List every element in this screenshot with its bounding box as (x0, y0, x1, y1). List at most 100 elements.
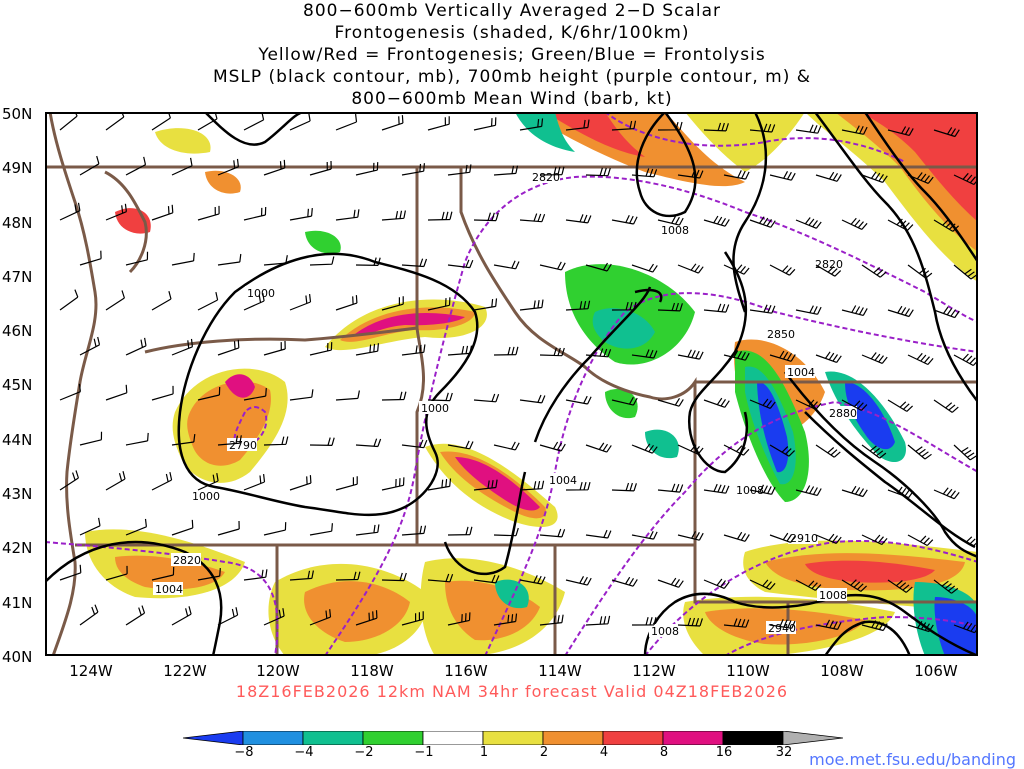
wind-barb (887, 486, 914, 499)
lon-label-108w: 108W (820, 662, 864, 680)
wind-barb (197, 291, 219, 311)
wind-barb (703, 215, 730, 227)
wind-barb (427, 392, 453, 402)
wind-barb (907, 264, 933, 279)
wind-barb (841, 399, 868, 411)
wind-barb (953, 534, 978, 548)
height-label: 2940 (768, 622, 796, 635)
height-label: 2820 (532, 171, 560, 184)
height-label: 2850 (767, 328, 795, 341)
wind-barb (611, 120, 637, 131)
wind-barb (355, 343, 379, 356)
wind-barb (447, 526, 473, 536)
wind-barb (677, 349, 704, 360)
wind-barb (841, 125, 868, 135)
wind-barb (289, 570, 314, 581)
wind-barb (861, 352, 888, 364)
wind-barb (447, 164, 472, 176)
wind-barb (585, 167, 611, 177)
wind-barb (933, 579, 959, 594)
wind-barb (907, 172, 934, 184)
colorbar-cell (362, 731, 424, 745)
colorbar-label: 8 (659, 745, 669, 760)
contour-labels: 1000 1000 1000 1004 1004 1004 1008 1008 … (153, 170, 857, 638)
colorbar-cell (422, 731, 484, 745)
wind-barb (887, 399, 914, 412)
wind-barb (243, 112, 265, 131)
height-label: 2820 (173, 554, 201, 567)
wind-barb (861, 171, 888, 183)
lat-label-48n: 48N (2, 214, 33, 232)
lat-label-50n: 50N (2, 105, 33, 123)
wind-barb (197, 205, 220, 221)
wind-barb (795, 399, 822, 410)
lon-label-112w: 112W (632, 662, 676, 680)
wind-barb (263, 255, 288, 266)
wind-barb (447, 440, 474, 450)
wind-barb (565, 576, 592, 586)
wind-barb (519, 118, 544, 131)
wind-barb (401, 439, 428, 449)
wind-barb (243, 569, 268, 581)
wind-barb (769, 532, 796, 543)
lat-label-47n: 47N (2, 268, 33, 286)
colorbar-cell (662, 731, 724, 745)
colorbar-label: −4 (294, 745, 314, 760)
colorbar-label: 16 (715, 745, 733, 760)
wind-barb (749, 398, 776, 409)
website-credit[interactable]: moe.met.fsu.edu/banding (809, 750, 1016, 769)
wind-barb (703, 483, 730, 494)
wind-barb (289, 208, 313, 221)
lat-label-46n: 46N (2, 322, 33, 340)
lon-label-124w: 124W (69, 662, 113, 680)
wind-barb (815, 444, 841, 458)
mslp-contours (45, 112, 978, 656)
mslp-label: 1004 (155, 583, 183, 596)
colorbar-label: −1 (414, 745, 434, 760)
state-borders (45, 112, 978, 656)
wind-barb (565, 395, 592, 405)
wind-barb (217, 158, 239, 176)
wind-barb (79, 336, 101, 356)
lat-label-40n: 40N (2, 648, 33, 666)
wind-barb (263, 340, 286, 356)
wind-barb (473, 393, 500, 403)
wind-barb (815, 619, 842, 630)
wind-barb (151, 471, 173, 491)
wind-barb (611, 576, 638, 587)
wind-barb (473, 298, 498, 311)
wind-barb (79, 517, 101, 536)
wind-barb (815, 351, 842, 363)
wind-barb (79, 604, 99, 626)
wind-barb (565, 481, 591, 491)
wind-barb (815, 264, 842, 277)
wind-barb (59, 383, 81, 401)
wind-barb (335, 209, 360, 221)
height-label: 2820 (815, 258, 843, 271)
lon-label-120w: 120W (256, 662, 300, 680)
wind-barb (815, 171, 842, 182)
wind-barb (841, 305, 868, 316)
wind-barb (795, 579, 822, 591)
wind-barb (447, 345, 473, 356)
wind-barb (381, 296, 404, 311)
wind-barb (289, 294, 312, 311)
wind-barb (473, 117, 497, 131)
wind-barb (105, 112, 125, 131)
wind-barb (151, 385, 174, 401)
height-label: 2790 (229, 439, 257, 452)
lon-label-114w: 114W (538, 662, 582, 680)
wind-barb (151, 204, 174, 221)
wind-barb (401, 611, 424, 626)
wind-barb (427, 116, 450, 131)
colorbar-cell (542, 731, 604, 745)
wind-barb (427, 478, 452, 491)
wind-barb (263, 159, 286, 176)
colorbar-cell (183, 731, 244, 745)
wind-barb (657, 302, 683, 312)
wind-barb (539, 347, 565, 357)
wind-barb (335, 295, 358, 311)
wind-barb (933, 127, 960, 138)
colorbar-cell (602, 731, 664, 745)
wind-barb (381, 572, 407, 582)
